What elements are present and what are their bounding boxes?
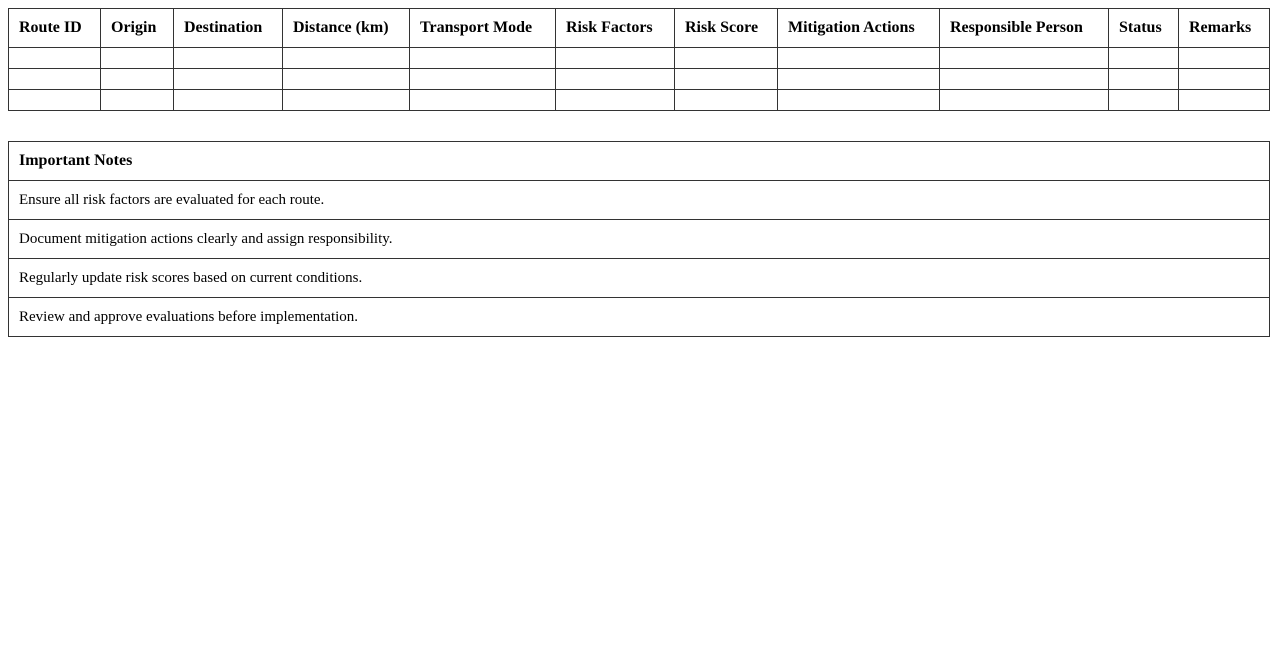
column-header: Destination <box>173 8 283 48</box>
note-text: Document mitigation actions clearly and … <box>8 219 1270 259</box>
note-row: Review and approve evaluations before im… <box>8 297 1270 337</box>
table-cell <box>1178 47 1270 69</box>
table-cell <box>939 68 1109 90</box>
notes-header-row: Important Notes <box>8 141 1270 181</box>
note-row: Document mitigation actions clearly and … <box>8 219 1270 259</box>
table-cell <box>173 68 283 90</box>
notes-title: Important Notes <box>8 141 1270 181</box>
table-row <box>8 89 1270 111</box>
table-cell <box>1178 68 1270 90</box>
table-row <box>8 68 1270 90</box>
table-cell <box>1178 89 1270 111</box>
header-row: Route ID Origin Destination Distance (km) Tr… <box>8 8 1270 48</box>
table-cell <box>555 47 675 69</box>
table-cell <box>8 68 101 90</box>
table-cell <box>674 47 778 69</box>
column-header: Route ID <box>8 8 101 48</box>
table-cell <box>173 89 283 111</box>
column-header: Status <box>1108 8 1179 48</box>
note-text: Ensure all risk factors are evaluated fo… <box>8 180 1270 220</box>
column-header: Origin <box>100 8 174 48</box>
table-cell <box>8 89 101 111</box>
table-row <box>8 47 1270 69</box>
table-cell <box>409 47 556 69</box>
column-header: Transport Mode <box>409 8 556 48</box>
table-cell <box>777 47 940 69</box>
table-cell <box>100 47 174 69</box>
note-row: Regularly update risk scores based on cu… <box>8 258 1270 298</box>
column-header: Mitigation Actions <box>777 8 940 48</box>
table-cell <box>409 68 556 90</box>
table-cell <box>555 68 675 90</box>
table-cell <box>100 68 174 90</box>
table-cell <box>282 89 410 111</box>
table-cell <box>100 89 174 111</box>
table-cell <box>282 47 410 69</box>
table-cell <box>8 47 101 69</box>
table-cell <box>1108 68 1179 90</box>
route-risk-table: Route ID Origin Destination Distance (km) Tr… <box>8 8 1270 111</box>
table-cell <box>777 68 940 90</box>
table-cell <box>555 89 675 111</box>
table-cell <box>1108 47 1179 69</box>
table-cell <box>1108 89 1179 111</box>
column-header: Risk Factors <box>555 8 675 48</box>
table-cell <box>282 68 410 90</box>
table-cell <box>409 89 556 111</box>
note-row: Ensure all risk factors are evaluated fo… <box>8 180 1270 220</box>
column-header: Distance (km) <box>282 8 410 48</box>
note-text: Review and approve evaluations before im… <box>8 297 1270 337</box>
column-header: Risk Score <box>674 8 778 48</box>
table-cell <box>777 89 940 111</box>
table-cell <box>173 47 283 69</box>
note-text: Regularly update risk scores based on cu… <box>8 258 1270 298</box>
table-cell <box>939 89 1109 111</box>
table-cell <box>939 47 1109 69</box>
column-header: Responsible Person <box>939 8 1109 48</box>
table-cell <box>674 89 778 111</box>
important-notes-table: Important Notes Ensure all risk factors … <box>8 141 1270 337</box>
column-header: Remarks <box>1178 8 1270 48</box>
table-cell <box>674 68 778 90</box>
